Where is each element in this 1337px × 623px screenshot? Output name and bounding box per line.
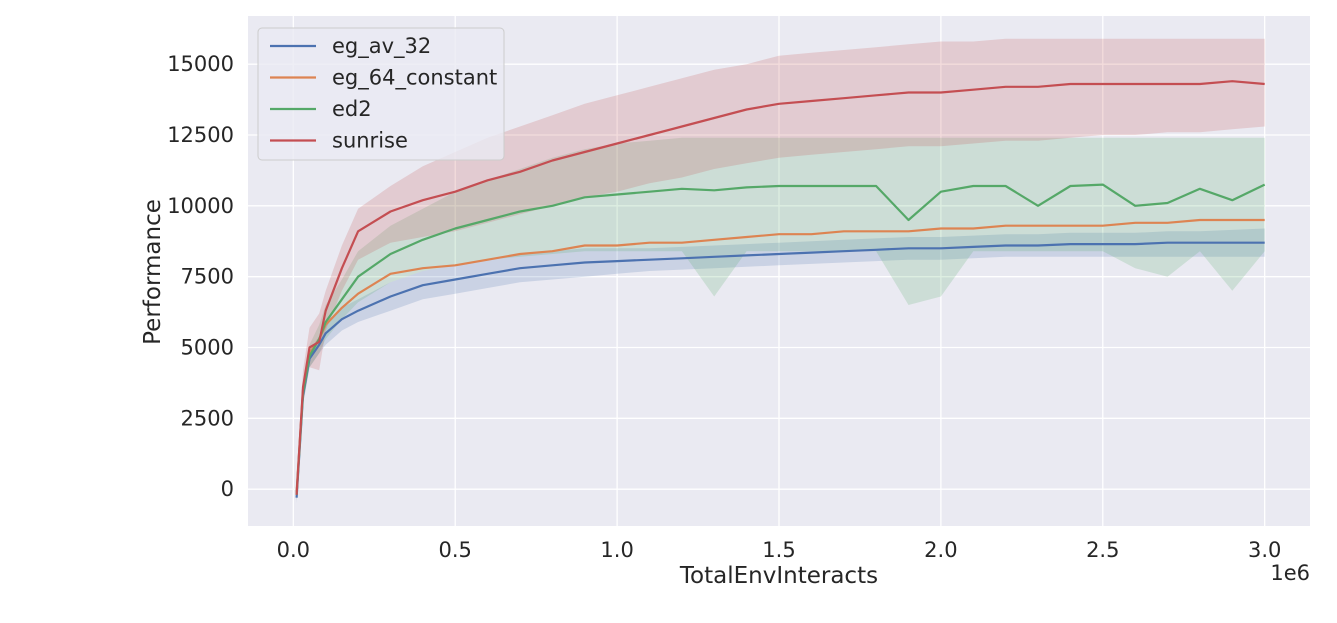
- series-line-eg_64_constant: [295, 218, 1265, 493]
- y-tick-label: 5000: [181, 336, 234, 360]
- x-tick-label: 3.0: [1248, 538, 1281, 562]
- confidence-band-eg_av_32: [296, 228, 1265, 504]
- y-tick-label: 15000: [167, 52, 234, 76]
- x-tick-label: 0.0: [277, 538, 310, 562]
- legend-label-eg_av_32: eg_av_32: [332, 34, 431, 59]
- y-tick-label: 2500: [181, 406, 234, 430]
- x-axis-offset-label: 1e6: [1270, 561, 1310, 585]
- series-line-eg_av_32: [295, 241, 1265, 498]
- legend-label-ed2: ed2: [332, 97, 372, 121]
- series-line-sunrise: [295, 80, 1265, 495]
- confidence-bands: [296, 38, 1265, 504]
- y-tick-label: 10000: [167, 194, 234, 218]
- y-tick-labels: 0 2500 5000 7500 10000 12500 15000: [167, 52, 234, 501]
- legend-box: [257, 27, 505, 161]
- y-tick-label: 12500: [167, 123, 234, 147]
- x-tick-label: 0.5: [439, 538, 472, 562]
- x-axis-label: TotalEnvInteracts: [679, 563, 878, 589]
- x-tick-label: 1.0: [600, 538, 633, 562]
- grid-lines: [248, 16, 1310, 526]
- legend-label-sunrise: sunrise: [332, 129, 408, 153]
- y-axis-label: Performance: [140, 199, 166, 345]
- x-tick-label: 2.0: [924, 538, 957, 562]
- confidence-band-ed2: [296, 137, 1265, 501]
- legend-label-eg_64_constant: eg_64_constant: [332, 66, 497, 91]
- x-tick-labels: 0.0 0.5 1.0 1.5 2.0 2.5 3.0: [277, 538, 1282, 562]
- x-tick-label: 1.5: [762, 538, 795, 562]
- y-tick-label: 7500: [181, 265, 234, 289]
- series-lines: [295, 80, 1266, 498]
- legend: eg_av_32 eg_64_constant ed2 sunrise: [257, 27, 505, 161]
- x-tick-label: 2.5: [1086, 538, 1119, 562]
- series-line-ed2: [295, 183, 1266, 495]
- confidence-band-sunrise: [296, 38, 1265, 501]
- y-tick-label: 0: [221, 477, 234, 501]
